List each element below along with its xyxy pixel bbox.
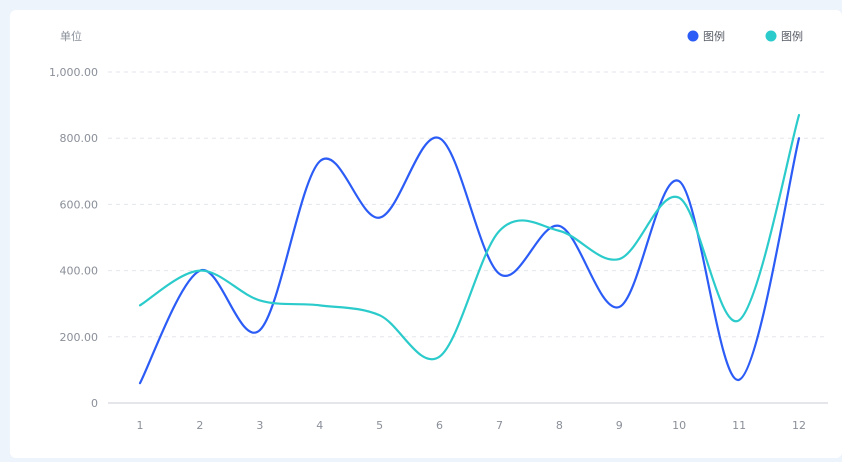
legend-label-series-1: 图例 <box>703 29 725 43</box>
y-tick-label: 0 <box>91 397 98 410</box>
x-tick-label: 6 <box>436 419 443 432</box>
legend: 图例 图例 <box>687 29 804 43</box>
x-tick-label: 8 <box>556 419 563 432</box>
y-axis-unit-label: 单位 <box>60 29 82 43</box>
x-tick-label: 3 <box>256 419 263 432</box>
x-tick-label: 1 <box>137 419 144 432</box>
series-lines <box>138 113 801 385</box>
x-axis-tick-labels: 1 2 3 4 5 6 7 8 9 10 11 12 <box>137 419 807 432</box>
legend-item-series-2[interactable]: 图例 <box>765 29 804 43</box>
y-axis-tick-labels: 0 200.00 400.00 600.00 800.00 1,000.00 <box>49 66 98 410</box>
y-tick-label: 800.00 <box>60 132 99 145</box>
y-tick-label: 1,000.00 <box>49 66 98 79</box>
x-tick-label: 4 <box>316 419 323 432</box>
legend-item-series-1[interactable]: 图例 <box>687 29 726 43</box>
x-tick-label: 10 <box>672 419 686 432</box>
x-tick-label: 11 <box>732 419 746 432</box>
series-line-1 <box>138 136 801 385</box>
x-tick-label: 9 <box>616 419 623 432</box>
legend-marker-series-2 <box>765 30 777 42</box>
x-tick-label: 2 <box>196 419 203 432</box>
x-tick-label: 12 <box>792 419 806 432</box>
x-tick-label: 5 <box>376 419 383 432</box>
y-tick-label: 400.00 <box>60 265 99 278</box>
y-tick-label: 600.00 <box>60 198 99 211</box>
x-tick-label: 7 <box>496 419 503 432</box>
y-tick-label: 200.00 <box>60 331 99 344</box>
grid-lines <box>108 71 828 338</box>
series-line-2 <box>138 113 801 361</box>
legend-marker-series-1 <box>687 30 699 42</box>
legend-label-series-2: 图例 <box>781 29 803 43</box>
